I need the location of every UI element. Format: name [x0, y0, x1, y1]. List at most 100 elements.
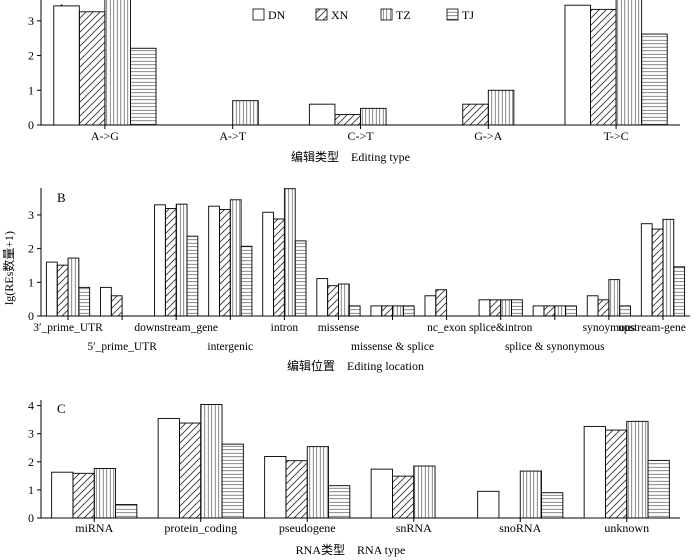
bar-xn [273, 218, 285, 317]
x-axis-title: RNA类型 RNA type [296, 543, 406, 557]
panel-label: C [57, 401, 66, 416]
bar-tz [500, 299, 512, 317]
x-tick-label: splice & synonymous [505, 341, 605, 353]
legend-item-dn: DN [252, 8, 286, 22]
category-group [51, 468, 138, 519]
x-tick-label: intergenic [207, 341, 253, 353]
category-group [462, 89, 515, 126]
x-tick-label: pseudogene [279, 521, 336, 535]
bar-xn [164, 208, 177, 317]
category-group [478, 299, 523, 317]
bar-xn [543, 305, 556, 317]
category-group [640, 218, 686, 317]
bar-tz [487, 89, 515, 126]
legend: DN XN TZ TJ [252, 8, 474, 22]
bar-tz [306, 446, 329, 519]
bar-tj [641, 33, 668, 126]
x-axis-title: 编辑位置 Editing location [287, 358, 424, 373]
bar-tz [232, 100, 259, 126]
category-group [424, 289, 448, 317]
y-tick-label: 3 [28, 208, 34, 222]
x-tick-label: 5′_prime_UTR [87, 341, 157, 353]
bar-tz [392, 305, 404, 317]
legend-item-xn: XN [315, 8, 349, 22]
bar-tz [104, 0, 131, 126]
x-tick-label: C->T [347, 129, 374, 143]
y-tick-label: 2 [28, 49, 34, 63]
bar-dn [477, 490, 500, 519]
bar-dn [154, 204, 166, 317]
bar-tj [240, 245, 253, 317]
bar-dn [532, 305, 545, 317]
bar-dn [583, 425, 606, 519]
legend-swatch-tz [380, 8, 393, 21]
category-group [477, 470, 564, 519]
legend-item-tz: TZ [380, 8, 411, 22]
bar-tj [115, 504, 138, 519]
panel-b: B 0 1 2 3 3′_prime_UTR 5′_prime_UTR downstream_… [28, 188, 690, 373]
bar-tz [229, 199, 242, 317]
y-tick-label: 0 [28, 118, 34, 132]
category-group [262, 188, 307, 317]
bar-xn [78, 11, 106, 126]
x-tick-label: intron [271, 322, 299, 334]
category-group [370, 465, 436, 519]
x-tick-label: snRNA [396, 521, 432, 535]
bar-dn [262, 211, 275, 317]
category-group [532, 305, 577, 317]
bar-tz [662, 218, 675, 317]
y-tick-label: 4 [28, 399, 34, 413]
bar-tj [130, 47, 157, 126]
bar-tj [673, 266, 686, 317]
bar-xn [381, 305, 394, 317]
bar-dn [100, 286, 112, 317]
bar-dn [51, 471, 74, 519]
bar-tz [413, 465, 436, 519]
panel-c: C 0 1 2 3 4 miRNA protein_coding pseudogene snRNA… [28, 399, 680, 557]
bar-dn [53, 5, 80, 126]
category-group [53, 0, 157, 126]
bar-tj [348, 305, 361, 317]
bar-dn [157, 418, 180, 519]
category-group [157, 404, 244, 519]
x-tick-label: A->T [219, 129, 246, 143]
y-tick-label: 0 [28, 511, 34, 525]
category-group [316, 278, 361, 317]
x-tick-label: miRNA [75, 521, 113, 535]
bar-dn [264, 456, 287, 519]
bar-dn [308, 103, 336, 126]
category-group [100, 286, 123, 317]
bar-xn [605, 429, 628, 519]
bar-tj [511, 299, 523, 317]
category-group [45, 257, 91, 317]
legend-swatch-xn [315, 8, 328, 21]
category-group [232, 100, 259, 126]
x-tick-label: missense & splice [351, 341, 434, 353]
x-tick-label: G->A [474, 129, 502, 143]
bar-dn [586, 295, 599, 317]
bar-tz [519, 470, 542, 519]
bar-tj [78, 286, 91, 317]
bar-tz [615, 0, 643, 126]
bar-tz [338, 283, 350, 317]
bar-dn [640, 223, 653, 317]
bar-xn [219, 209, 231, 317]
y-axis-label: lg(REs数量+1) [1, 231, 16, 305]
bar-xn [56, 264, 69, 317]
x-tick-label: missense [318, 322, 360, 334]
category-group [586, 279, 631, 317]
bar-tz [67, 257, 80, 317]
x-tick-label: protein_coding [164, 521, 237, 535]
bar-xn [327, 285, 339, 317]
panel-label: B [57, 190, 66, 205]
x-tick-label: nc_exon [427, 322, 466, 334]
legend-item-tj: TJ [446, 8, 474, 22]
x-tick-label: upstream-gene [618, 322, 686, 334]
x-tick-label: 3′_prime_UTR [33, 322, 103, 334]
bar-xn [651, 228, 664, 317]
bar-dn [316, 278, 329, 317]
category-group [308, 103, 387, 126]
legend-label-dn: DN [268, 8, 286, 22]
